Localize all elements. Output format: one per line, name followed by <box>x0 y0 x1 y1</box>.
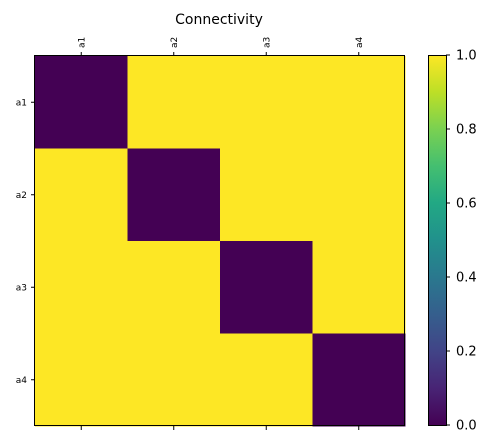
heatmap-cells <box>35 56 406 427</box>
heatmap-cell-a3-a3 <box>220 241 313 334</box>
colorbar-tick-label: 0.4 <box>456 271 477 286</box>
heatmap-cell-a2-a3 <box>220 148 313 242</box>
colorbar-tick-label: 1.0 <box>456 49 477 64</box>
colorbar-tick-label: 0.8 <box>456 123 477 138</box>
y-axis-ticks: a1 a2 a3 a4 <box>16 98 35 386</box>
chart-title: Connectivity <box>175 12 263 28</box>
x-tick-label: a3 <box>262 37 272 48</box>
colorbar-tick-label: 0.0 <box>456 419 477 434</box>
plot-frame <box>34 55 405 426</box>
x-tick-label: a4 <box>355 36 365 48</box>
heatmap-cell-a3-a1 <box>35 241 128 334</box>
y-tick-label: a2 <box>16 191 27 201</box>
heatmap-cell-a3-a2 <box>127 241 221 334</box>
colorbar-frame <box>428 55 447 426</box>
colorbar-ticks: 0.0 0.2 0.4 0.6 0.8 1.0 <box>446 49 477 434</box>
y-tick-label: a3 <box>16 283 27 293</box>
heatmap-cell-a2-a1 <box>35 148 128 242</box>
heatmap-cell-a4-a3 <box>220 333 313 427</box>
heatmap-cell-a1-a1 <box>35 56 128 149</box>
colorbar-gradient <box>428 55 446 425</box>
heatmap-cell-a3-a4 <box>312 241 406 334</box>
x-tick-label: a2 <box>170 37 180 48</box>
heatmap-cell-a2-a4 <box>312 148 406 242</box>
colorbar-tick-label: 0.6 <box>456 197 477 212</box>
heatmap-cell-a4-a1 <box>35 333 128 427</box>
heatmap-cell-a1-a3 <box>220 56 313 149</box>
colorbar-tick-label: 0.2 <box>456 345 477 360</box>
x-tick-label: a1 <box>77 37 87 48</box>
heatmap-cell-a2-a2 <box>127 148 221 242</box>
colorbar: 0.0 0.2 0.4 0.6 0.8 1.0 <box>428 49 477 434</box>
x-axis-ticks: a1 a2 a3 a4 <box>77 36 365 430</box>
heatmap-cell-a1-a2 <box>127 56 221 149</box>
y-tick-label: a1 <box>16 98 27 108</box>
y-tick-label: a4 <box>16 376 28 386</box>
heatmap-cell-a1-a4 <box>312 56 406 149</box>
heatmap-cell-a4-a2 <box>127 333 221 427</box>
heatmap-cell-a4-a4 <box>312 333 406 427</box>
